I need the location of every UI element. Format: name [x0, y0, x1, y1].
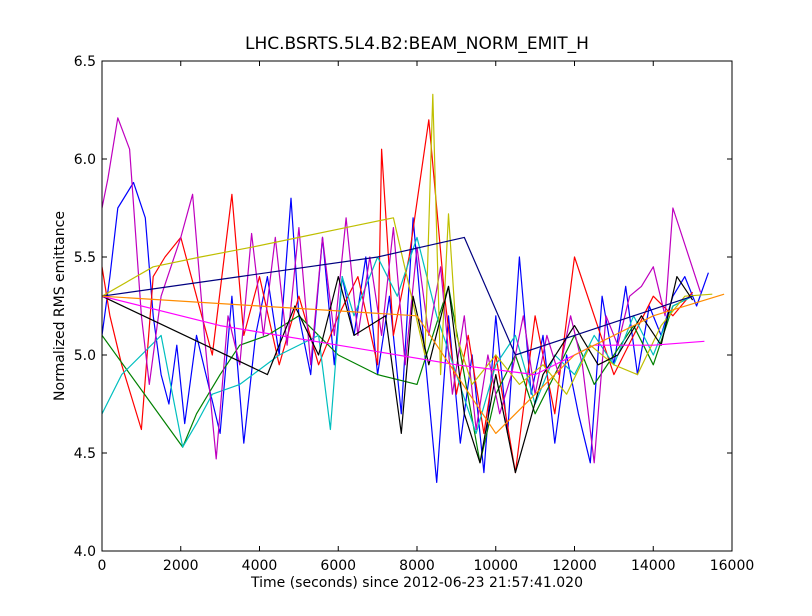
series-line-7 [102, 276, 694, 474]
y-tick-label: 5.5 [74, 250, 96, 266]
x-tick-label: 14000 [631, 558, 676, 574]
y-tick-label: 4.0 [74, 544, 96, 560]
plot-area [102, 61, 732, 551]
series-layer [102, 93, 725, 483]
x-tick-label: 6000 [320, 558, 356, 574]
series-line-1 [102, 181, 709, 483]
y-tick-label: 5.0 [74, 348, 96, 364]
series-line-5 [102, 117, 702, 464]
series-line-10 [102, 293, 725, 434]
x-tick-label: 4000 [242, 558, 278, 574]
series-line-8 [102, 236, 693, 356]
series-line-6 [102, 93, 713, 395]
x-tick-label: 16000 [710, 558, 755, 574]
x-tick-label: 8000 [399, 558, 435, 574]
x-tick-label: 2000 [163, 558, 199, 574]
chart-title: LHC.BSRTS.5L4.B2:BEAM_NORM_EMIT_H [245, 34, 589, 54]
y-tick-label: 4.5 [74, 446, 96, 462]
x-tick-label: 12000 [552, 558, 597, 574]
ticks-layer: 0 2000 4000 6000 8000 10000 12000 14000 16000 4.0… [74, 54, 755, 574]
y-axis-label: Normalized RMS emittance [52, 211, 68, 401]
x-tick-label: 10000 [473, 558, 518, 574]
y-tick-label: 6.5 [74, 54, 96, 70]
series-line-9 [102, 295, 705, 376]
x-tick-label: 0 [98, 558, 107, 574]
y-tick-label: 6.0 [74, 152, 96, 168]
x-axis-label: Time (seconds) since 2012-06-23 21:57:41… [250, 575, 583, 591]
